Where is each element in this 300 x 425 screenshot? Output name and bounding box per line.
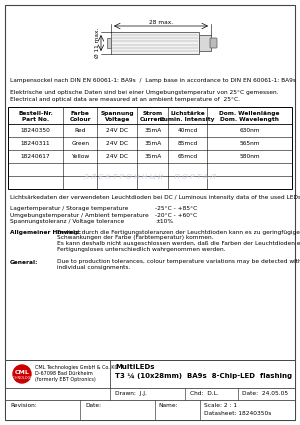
Bar	[199, 35, 211, 51]
Text: MultiLEDs: MultiLEDs	[115, 364, 154, 370]
Bar	[8, 107, 292, 189]
Circle shape	[53, 122, 105, 175]
Text: 630nm: 630nm	[239, 128, 260, 133]
Text: Strom: Strom	[143, 111, 163, 116]
Text: D-67098 Bad Dürkheim: D-67098 Bad Dürkheim	[35, 371, 93, 376]
FancyBboxPatch shape	[210, 38, 217, 48]
Circle shape	[13, 365, 31, 383]
Text: Drawn:  J.J.: Drawn: J.J.	[115, 391, 147, 396]
Text: Date:: Date:	[85, 403, 101, 408]
Text: Due to production tolerances, colour temperature variations may be detected with: Due to production tolerances, colour tem…	[57, 260, 300, 270]
Text: Lumin. Intensity: Lumin. Intensity	[160, 117, 215, 122]
Bar	[111, 32, 199, 54]
Text: Scale: 2 : 1: Scale: 2 : 1	[204, 403, 237, 408]
Text: Lichtsärkedaten der verwendeten Leuchtdioden bei DC / Luminous intensity data of: Lichtsärkedaten der verwendeten Leuchtdi…	[10, 195, 300, 200]
Text: 35mA: 35mA	[144, 141, 161, 146]
Circle shape	[203, 128, 239, 164]
Text: (formerly EBT Optronics): (formerly EBT Optronics)	[35, 377, 96, 382]
Circle shape	[128, 122, 172, 165]
Text: Yellow: Yellow	[71, 154, 89, 159]
Text: З Л Е К Т Р О Н Н Ы Й     П О Р Т А Л: З Л Е К Т Р О Н Н Ы Й П О Р Т А Л	[84, 173, 216, 179]
Text: Green: Green	[71, 141, 89, 146]
Text: CML: CML	[15, 371, 29, 376]
Text: Current: Current	[140, 117, 166, 122]
Text: General:: General:	[10, 260, 38, 264]
Text: Spannungstoleranz / Voltage tolerance: Spannungstoleranz / Voltage tolerance	[10, 219, 124, 224]
Text: Lagertemperatur / Storage temperature: Lagertemperatur / Storage temperature	[10, 206, 128, 211]
Text: Lichstärke: Lichstärke	[170, 111, 205, 116]
Text: Ø 11 max.: Ø 11 max.	[95, 28, 100, 58]
Text: Umgebungstemperatur / Ambient temperature: Umgebungstemperatur / Ambient temperatur…	[10, 212, 149, 218]
Text: Electrical and optical data are measured at an ambient temperature of  25°C.: Electrical and optical data are measured…	[10, 97, 240, 102]
Text: Elektrische und optische Daten sind bei einer Umgebungstemperatur von 25°C gemes: Elektrische und optische Daten sind bei …	[10, 90, 278, 95]
Text: ±10%: ±10%	[155, 219, 173, 224]
Text: Bedingt durch die Fertigungstoleranzen der Leuchtdioden kann es zu geringfügigen: Bedingt durch die Fertigungstoleranzen d…	[57, 230, 300, 252]
Text: Red: Red	[75, 128, 86, 133]
Text: 18240350: 18240350	[21, 128, 51, 133]
Text: -20°C - +60°C: -20°C - +60°C	[155, 212, 197, 218]
Text: 65mcd: 65mcd	[178, 154, 198, 159]
Text: Datasheet: 18240350s: Datasheet: 18240350s	[204, 411, 272, 416]
Text: 28 max.: 28 max.	[149, 20, 173, 25]
Text: Name:: Name:	[158, 403, 178, 408]
Text: 35mA: 35mA	[144, 154, 161, 159]
Text: Voltage: Voltage	[105, 117, 130, 122]
Text: Dom. Wavelength: Dom. Wavelength	[220, 117, 279, 122]
Text: Revision:: Revision:	[10, 403, 37, 408]
Text: Dom. Wellenlänge: Dom. Wellenlänge	[219, 111, 280, 116]
Text: -25°C - +85°C: -25°C - +85°C	[155, 206, 197, 211]
Text: Lampensockel nach DIN EN 60061-1: BA9s  /  Lamp base in accordance to DIN EN 600: Lampensockel nach DIN EN 60061-1: BA9s /…	[10, 78, 296, 83]
Text: 35mA: 35mA	[144, 128, 161, 133]
Text: TECHNOLOGIES: TECHNOLOGIES	[8, 376, 36, 380]
Text: 18240311: 18240311	[21, 141, 50, 146]
Text: Farbe: Farbe	[71, 111, 90, 116]
Text: Bestell-Nr.: Bestell-Nr.	[18, 111, 53, 116]
Text: CML Technologies GmbH & Co. KG: CML Technologies GmbH & Co. KG	[35, 365, 118, 370]
Bar	[5, 360, 295, 420]
Text: Date:  24.05.05: Date: 24.05.05	[242, 391, 288, 396]
Bar	[107, 38, 111, 48]
Text: 18240617: 18240617	[21, 154, 50, 159]
Text: 565nm: 565nm	[239, 141, 260, 146]
Text: Spannung: Spannung	[100, 111, 134, 116]
Text: 24V DC: 24V DC	[106, 128, 128, 133]
Text: Allgemeiner Hinweis:: Allgemeiner Hinweis:	[10, 230, 81, 235]
Text: 24V DC: 24V DC	[106, 154, 128, 159]
Text: 580nm: 580nm	[239, 154, 260, 159]
Text: Part No.: Part No.	[22, 117, 49, 122]
Text: 24V DC: 24V DC	[106, 141, 128, 146]
Text: T3 ¼ (10x28mm)  BA9s  8-Chip-LED  flashing: T3 ¼ (10x28mm) BA9s 8-Chip-LED flashing	[115, 373, 292, 379]
Text: Colour: Colour	[70, 117, 91, 122]
Text: 40mcd: 40mcd	[178, 128, 198, 133]
Text: Chd:  D.L.: Chd: D.L.	[190, 391, 219, 396]
Text: 85mcd: 85mcd	[178, 141, 198, 146]
